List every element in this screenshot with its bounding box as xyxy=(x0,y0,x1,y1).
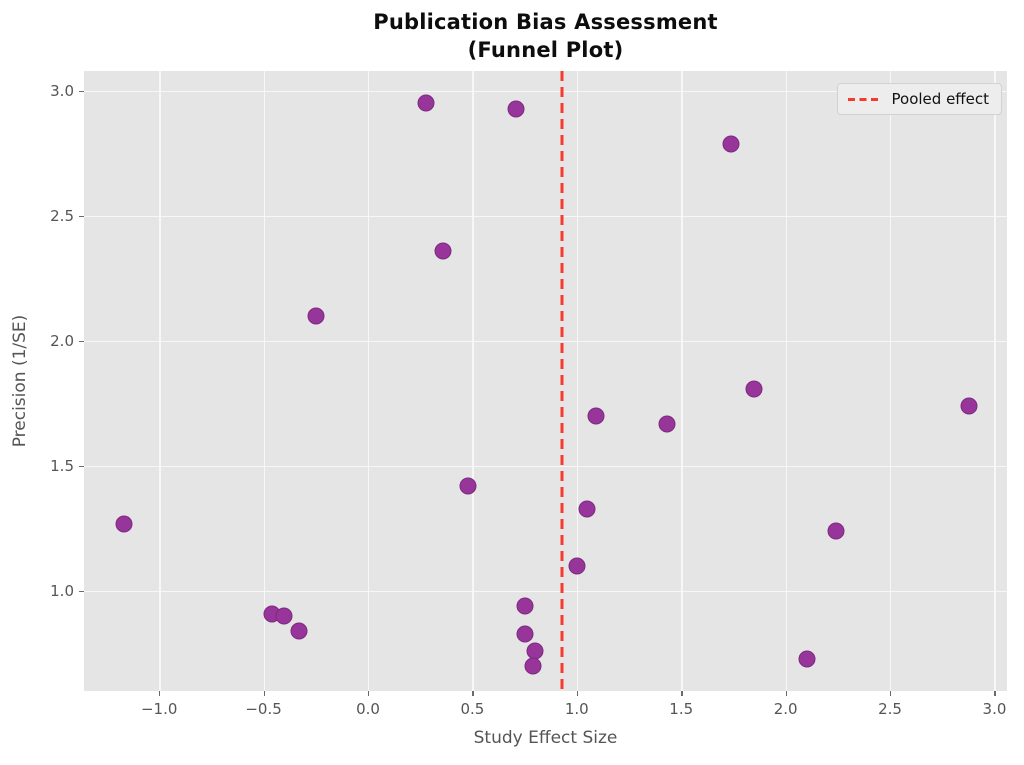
y-tick-mark xyxy=(79,466,84,468)
data-point xyxy=(115,515,133,532)
data-point xyxy=(722,135,740,152)
gridline-horizontal xyxy=(84,590,1007,593)
data-point xyxy=(568,557,586,575)
gridline-vertical xyxy=(576,71,579,691)
y-tick-label: 3.0 xyxy=(50,82,74,100)
chart-title: Publication Bias Assessment (Funnel Plot… xyxy=(84,8,1007,65)
data-point xyxy=(798,650,816,667)
data-point xyxy=(507,100,525,117)
y-tick-label: 1.5 xyxy=(50,457,74,475)
x-tick-label: 2.0 xyxy=(773,700,798,718)
x-tick-label: −1.0 xyxy=(140,700,178,718)
gridline-vertical xyxy=(472,71,474,691)
data-point xyxy=(516,625,534,642)
data-point xyxy=(307,307,325,325)
gridline-horizontal xyxy=(84,466,1007,468)
y-tick-label: 2.0 xyxy=(50,332,74,350)
x-tick-label: 0.5 xyxy=(460,700,485,718)
gridline-vertical xyxy=(263,71,265,691)
chart-title-line2: (Funnel Plot) xyxy=(467,38,624,63)
data-point xyxy=(524,657,542,675)
gridline-horizontal xyxy=(84,91,1007,93)
data-point xyxy=(516,597,534,615)
x-tick-label: 1.0 xyxy=(564,700,589,718)
legend-label: Pooled effect xyxy=(891,90,989,108)
y-axis-label: Precision (1/SE) xyxy=(10,314,30,448)
x-tick-label: −0.5 xyxy=(245,700,282,718)
y-tick-label: 1.0 xyxy=(50,582,74,600)
y-tick-mark xyxy=(79,216,84,218)
x-tick-label: 2.5 xyxy=(878,700,902,718)
plot-area xyxy=(84,71,1007,691)
data-point xyxy=(434,242,452,260)
x-tick-label: 3.0 xyxy=(982,700,1007,718)
legend: Pooled effect xyxy=(836,83,1002,115)
x-tick-mark xyxy=(263,691,265,696)
data-point xyxy=(960,397,978,415)
x-tick-label: 1.5 xyxy=(669,700,694,718)
pooled-effect-dash-swatch xyxy=(847,97,882,101)
gridline-vertical xyxy=(994,71,996,691)
gridline-vertical xyxy=(159,71,161,691)
data-point xyxy=(290,622,308,640)
data-point xyxy=(459,477,477,495)
gridline-horizontal xyxy=(84,341,1007,343)
x-tick-mark xyxy=(576,691,579,696)
gridline-vertical xyxy=(368,71,370,691)
y-tick-mark xyxy=(79,591,84,593)
x-tick-mark xyxy=(785,691,787,696)
y-tick-mark xyxy=(79,91,84,93)
y-tick-label: 2.5 xyxy=(50,207,74,225)
x-axis-label: Study Effect Size xyxy=(473,728,618,748)
chart-title-line1: Publication Bias Assessment xyxy=(373,10,718,34)
x-tick-mark xyxy=(994,691,996,696)
gridline-vertical xyxy=(681,71,683,691)
x-tick-mark xyxy=(681,691,683,696)
pooled-effect-line xyxy=(560,71,564,691)
x-tick-mark xyxy=(368,691,370,696)
data-point xyxy=(658,415,676,432)
x-tick-mark xyxy=(890,691,892,696)
data-point xyxy=(275,607,293,625)
data-point xyxy=(578,500,596,517)
x-tick-mark xyxy=(159,691,161,696)
data-point xyxy=(417,94,435,112)
data-point xyxy=(587,407,605,425)
y-tick-mark xyxy=(79,341,84,343)
gridline-vertical xyxy=(890,71,892,691)
x-tick-label: 0.0 xyxy=(356,700,380,718)
x-tick-mark xyxy=(472,691,474,696)
gridline-horizontal xyxy=(84,216,1007,218)
data-point xyxy=(827,522,845,540)
gridline-vertical xyxy=(785,71,788,691)
data-point xyxy=(745,380,763,397)
